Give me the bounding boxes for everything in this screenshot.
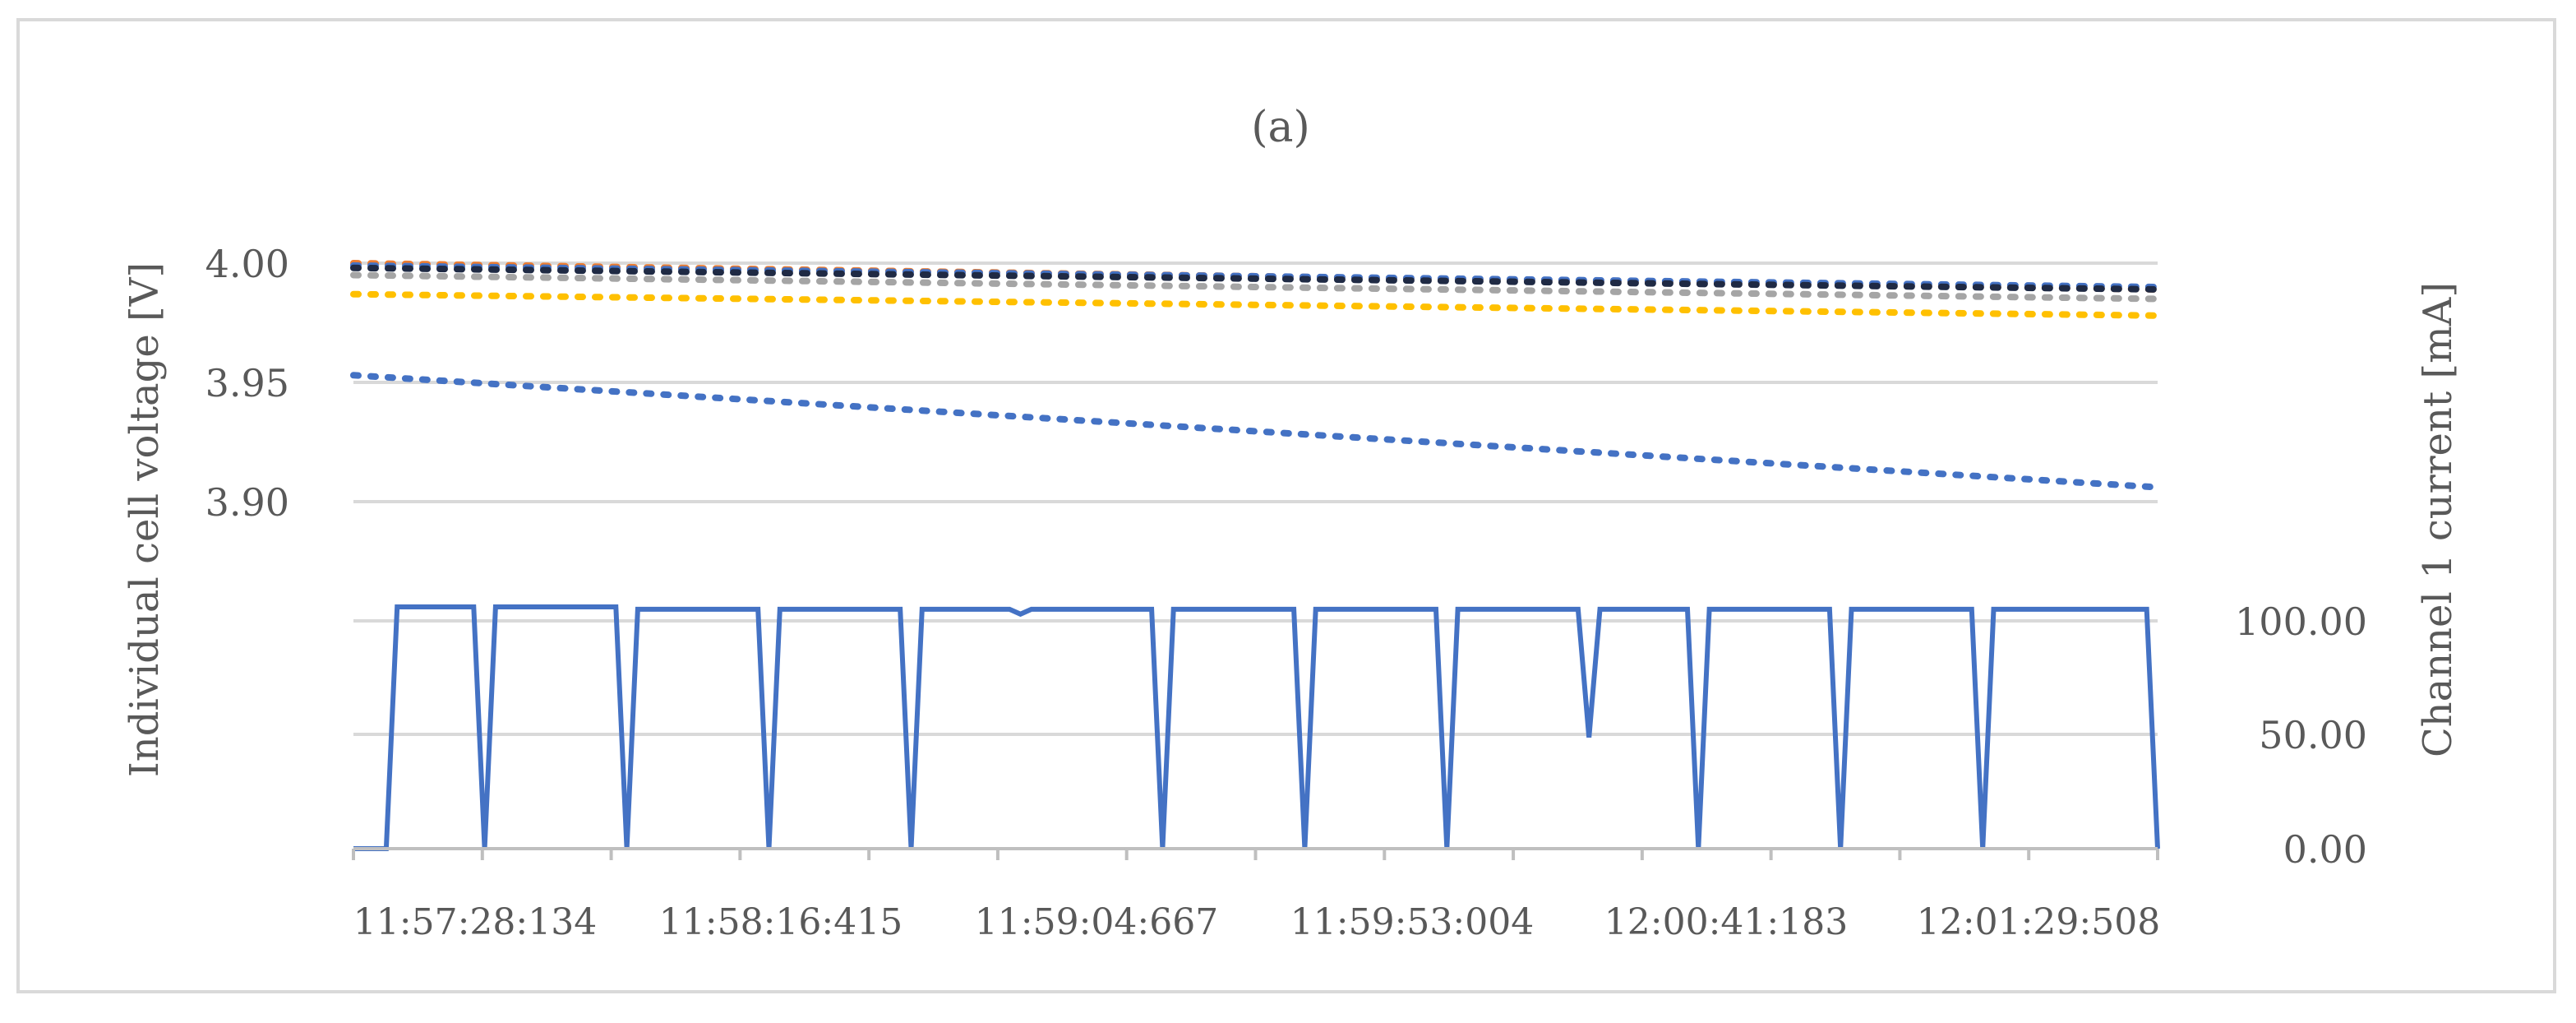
y-axis-right-label: Channel 1 current [mA] — [2415, 282, 2461, 757]
current-series-group — [353, 604, 2160, 851]
x-tick-label: 11:58:16:415 — [659, 901, 903, 943]
axes-group: 3.90 3.95 4.00 0.00 50.00 100.00 11:57:28:134 1… — [205, 242, 2367, 943]
chart-title: (a) — [1251, 103, 1310, 152]
y-left-tick-label: 3.90 — [205, 480, 289, 525]
current-series-line — [353, 604, 2160, 851]
voltage-series-line — [350, 372, 2161, 491]
x-tick-label: 11:59:53:004 — [1290, 901, 1534, 943]
y-right-tick-label: 50.00 — [2259, 713, 2367, 757]
x-tick-label: 12:01:29:508 — [1917, 901, 2160, 943]
x-tick-label: 11:57:28:134 — [353, 901, 597, 943]
y-left-tick-label: 3.95 — [205, 361, 289, 405]
y-right-tick-label: 0.00 — [2283, 827, 2367, 872]
voltage-series-group — [350, 260, 2161, 491]
x-tick-label: 11:59:04:667 — [975, 901, 1218, 943]
chart-frame — [16, 18, 2556, 993]
y-left-tick-label: 4.00 — [205, 242, 289, 286]
voltage-series-line — [350, 271, 2161, 303]
y-axis-left-label: Individual cell voltage [V] — [122, 262, 168, 777]
voltage-series-line — [350, 290, 2161, 319]
voltage-series-line — [350, 264, 2161, 293]
x-tick-label: 12:00:41:183 — [1604, 901, 1848, 943]
y-right-tick-label: 100.00 — [2235, 599, 2367, 644]
